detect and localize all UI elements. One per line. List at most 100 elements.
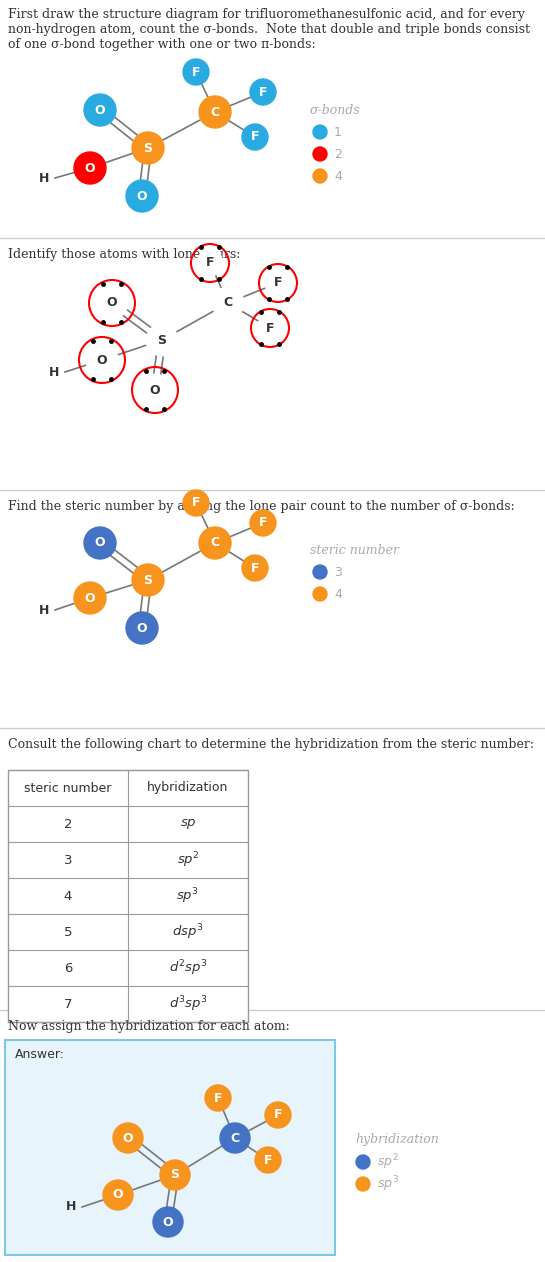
- Text: O: O: [150, 384, 160, 396]
- Text: S: S: [143, 141, 153, 154]
- Text: $sp^{2}$: $sp^{2}$: [377, 1152, 398, 1172]
- Text: Consult the following chart to determine the hybridization from the steric numbe: Consult the following chart to determine…: [8, 738, 534, 751]
- FancyBboxPatch shape: [5, 1040, 335, 1254]
- Circle shape: [313, 169, 327, 183]
- Text: steric number: steric number: [310, 544, 399, 557]
- Text: F: F: [264, 1153, 272, 1166]
- Text: O: O: [137, 621, 147, 635]
- Text: H: H: [39, 603, 49, 617]
- Circle shape: [197, 250, 223, 276]
- Text: F: F: [214, 1092, 222, 1104]
- Text: 7: 7: [64, 997, 72, 1011]
- Circle shape: [139, 374, 171, 406]
- Text: O: O: [123, 1132, 134, 1145]
- Text: O: O: [84, 592, 95, 604]
- Circle shape: [265, 1102, 291, 1128]
- Circle shape: [183, 490, 209, 516]
- Circle shape: [313, 565, 327, 579]
- Circle shape: [126, 612, 158, 644]
- Text: $dsp^{3}$: $dsp^{3}$: [172, 923, 204, 941]
- Circle shape: [313, 146, 327, 162]
- Text: F: F: [206, 256, 214, 270]
- Circle shape: [313, 587, 327, 601]
- Text: F: F: [266, 322, 274, 334]
- Text: F: F: [274, 1108, 282, 1122]
- Circle shape: [126, 180, 158, 212]
- Text: hybridization: hybridization: [355, 1133, 439, 1146]
- Text: Identify those atoms with lone pairs:: Identify those atoms with lone pairs:: [8, 249, 240, 261]
- Circle shape: [113, 1123, 143, 1153]
- Text: 4: 4: [334, 169, 342, 183]
- Text: 4: 4: [64, 890, 72, 902]
- Circle shape: [74, 582, 106, 615]
- Text: 2: 2: [64, 818, 72, 830]
- Circle shape: [250, 510, 276, 536]
- Circle shape: [313, 125, 327, 139]
- Text: 3: 3: [64, 853, 72, 867]
- Circle shape: [257, 316, 283, 341]
- Text: F: F: [274, 276, 282, 289]
- Text: O: O: [95, 536, 105, 549]
- Text: $sp$: $sp$: [180, 817, 196, 830]
- Text: $sp^{2}$: $sp^{2}$: [177, 851, 199, 870]
- Text: H: H: [49, 366, 59, 379]
- Text: S: S: [171, 1169, 179, 1181]
- Text: S: S: [143, 573, 153, 587]
- Circle shape: [146, 324, 178, 356]
- Text: O: O: [163, 1215, 173, 1228]
- Text: C: C: [231, 1132, 240, 1145]
- Text: O: O: [96, 353, 107, 366]
- Text: S: S: [158, 333, 167, 347]
- Text: 4: 4: [334, 588, 342, 601]
- Circle shape: [255, 1147, 281, 1172]
- Circle shape: [183, 59, 209, 85]
- Text: hybridization: hybridization: [147, 781, 229, 795]
- Circle shape: [103, 1180, 133, 1210]
- Text: F: F: [251, 130, 259, 144]
- Text: H: H: [39, 172, 49, 184]
- Text: C: C: [210, 106, 220, 119]
- Circle shape: [356, 1155, 370, 1169]
- Circle shape: [84, 93, 116, 126]
- Circle shape: [84, 528, 116, 559]
- Text: H: H: [65, 1200, 76, 1214]
- Text: $d^{2}sp^{3}$: $d^{2}sp^{3}$: [168, 958, 207, 978]
- Circle shape: [74, 151, 106, 184]
- Text: $sp^{3}$: $sp^{3}$: [377, 1174, 399, 1194]
- Text: F: F: [251, 562, 259, 574]
- Text: $sp^{3}$: $sp^{3}$: [177, 886, 199, 906]
- Text: σ-bonds: σ-bonds: [310, 103, 361, 116]
- Circle shape: [96, 286, 128, 319]
- Circle shape: [212, 286, 244, 319]
- Circle shape: [356, 1177, 370, 1191]
- Circle shape: [132, 564, 164, 596]
- Text: O: O: [137, 189, 147, 202]
- Text: 2: 2: [334, 148, 342, 160]
- Text: 5: 5: [64, 925, 72, 939]
- Text: F: F: [259, 516, 267, 530]
- Text: O: O: [95, 103, 105, 116]
- Text: Answer:: Answer:: [15, 1047, 65, 1061]
- Bar: [8, 770, 248, 1022]
- Text: Now assign the hybridization for each atom:: Now assign the hybridization for each at…: [8, 1020, 290, 1034]
- Circle shape: [250, 80, 276, 105]
- Circle shape: [242, 555, 268, 581]
- Circle shape: [86, 345, 118, 376]
- Circle shape: [220, 1123, 250, 1153]
- Text: C: C: [210, 536, 220, 549]
- Text: $d^{3}sp^{3}$: $d^{3}sp^{3}$: [168, 994, 207, 1013]
- Text: First draw the structure diagram for trifluoromethanesulfonic acid, and for ever: First draw the structure diagram for tri…: [8, 8, 530, 50]
- Text: 1: 1: [334, 125, 342, 139]
- Text: F: F: [192, 66, 200, 78]
- Text: F: F: [192, 496, 200, 510]
- Circle shape: [160, 1160, 190, 1190]
- Circle shape: [205, 1085, 231, 1111]
- Text: O: O: [113, 1189, 123, 1201]
- Circle shape: [242, 124, 268, 150]
- Text: 6: 6: [64, 962, 72, 974]
- Text: steric number: steric number: [25, 781, 112, 795]
- Text: O: O: [107, 297, 117, 309]
- Circle shape: [153, 1206, 183, 1237]
- Text: O: O: [84, 162, 95, 174]
- Circle shape: [132, 133, 164, 164]
